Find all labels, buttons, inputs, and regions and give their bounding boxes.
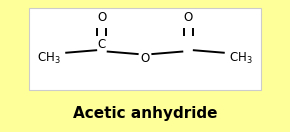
- Text: CH$_3$: CH$_3$: [229, 51, 253, 66]
- FancyBboxPatch shape: [29, 8, 261, 90]
- Text: O: O: [140, 52, 150, 65]
- Text: CH$_3$: CH$_3$: [37, 51, 61, 66]
- Text: O: O: [184, 11, 193, 24]
- Text: Acetic anhydride: Acetic anhydride: [73, 106, 217, 121]
- Text: C: C: [97, 38, 106, 51]
- Text: O: O: [97, 11, 106, 24]
